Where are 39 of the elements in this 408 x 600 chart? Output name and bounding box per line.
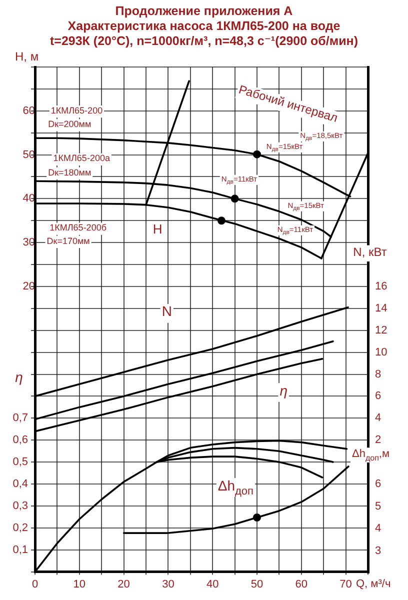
y3-tick-label: 0,4 bbox=[12, 478, 28, 490]
x-tick-label: 40 bbox=[206, 578, 219, 590]
y3-tick-label: 0,7 bbox=[12, 412, 28, 424]
y-tick-label: 5 bbox=[375, 500, 382, 512]
y2-tick-label: 2 bbox=[375, 434, 382, 446]
y-tick-label: 3 bbox=[375, 544, 382, 557]
y2-tick-label: 10 bbox=[375, 346, 388, 358]
x-axis-title: Q, м³/ч bbox=[356, 578, 391, 590]
y2-tick-label: 14 bbox=[375, 302, 388, 314]
x-tick-label: 10 bbox=[73, 578, 86, 590]
y-axis-title: H, м bbox=[15, 49, 39, 64]
annotation: N bbox=[162, 303, 172, 320]
annotation: η bbox=[280, 382, 288, 398]
x-tick-label: 0 bbox=[32, 578, 38, 590]
x-tick-label: 20 bbox=[118, 578, 130, 590]
y2-tick-label: 8 bbox=[375, 368, 382, 380]
y-tick-label: 4 bbox=[375, 522, 382, 535]
y3-tick-label: 0,2 bbox=[12, 522, 28, 534]
annotation: 1КМЛ65-200 bbox=[50, 105, 103, 116]
y2-tick-label: 16 bbox=[375, 280, 388, 293]
x-tick-label: 70 bbox=[340, 578, 352, 590]
annotation: Dк=180мм bbox=[48, 167, 92, 178]
y3-tick-label: 0,1 bbox=[12, 544, 28, 556]
annotation: Dк=170мм bbox=[46, 236, 90, 246]
y3-tick-label: 0,3 bbox=[12, 500, 28, 512]
annotation: 1КМЛ65-200а bbox=[53, 153, 110, 164]
y3-tick-label: 0,5 bbox=[12, 456, 28, 468]
x-tick-label: 50 bbox=[250, 578, 264, 590]
y3-axis-title: η bbox=[15, 369, 24, 386]
annotation: H bbox=[152, 221, 162, 236]
annotation: 1КМЛ65-200б bbox=[50, 222, 106, 233]
y2-tick-label: 12 bbox=[375, 324, 388, 336]
annotation: Dк=200мм bbox=[48, 118, 92, 129]
y-tick-label: 6 bbox=[375, 478, 382, 490]
x-tick-label: 60 bbox=[295, 578, 308, 590]
chart-title: Продолжение приложения А Характеристика насоса 1КМЛ65-200 на воде t=293К (20°С), n=1000кг/м³, n=48,3 с⁻¹(2900 об/мин) bbox=[50, 4, 358, 48]
y3-tick-label: 0,6 bbox=[12, 434, 28, 446]
y2-axis-title: N, кВт bbox=[353, 244, 388, 259]
x-tick-label: 30 bbox=[162, 578, 174, 590]
